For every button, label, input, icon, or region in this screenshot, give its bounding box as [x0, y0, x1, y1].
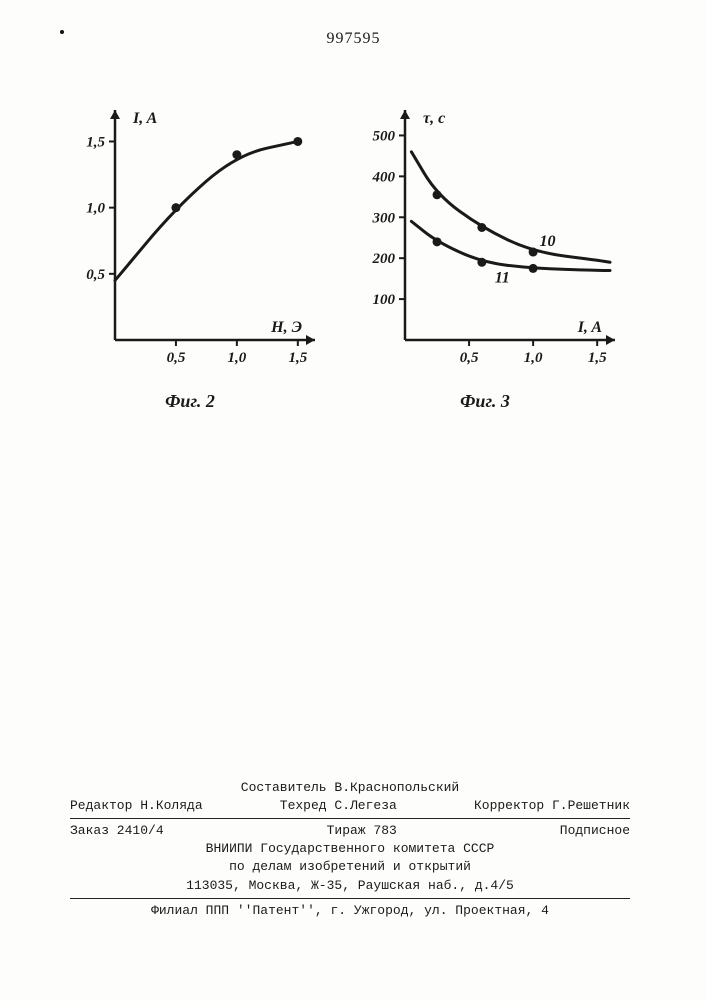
footer-org1: ВНИИПИ Государственного комитета СССР — [70, 840, 630, 858]
chart-left-wrap: 0,5 1,0 1,5 0,5 1,0 1,5 I, A H, Э Фиг. 2 — [60, 100, 320, 412]
footer-rule-1 — [70, 818, 630, 819]
svg-text:1,0: 1,0 — [228, 350, 247, 366]
footer-credits: Редактор Н.Коляда Техред С.Легеза Коррек… — [70, 797, 630, 815]
chart-right-caption: Фиг. 3 — [350, 391, 620, 412]
chart-left-caption: Фиг. 2 — [60, 391, 320, 412]
footer-rule-2 — [70, 898, 630, 899]
svg-text:0,5: 0,5 — [460, 350, 479, 366]
footer-org2: по делам изобретений и открытий — [70, 858, 630, 876]
charts-row: 0,5 1,0 1,5 0,5 1,0 1,5 I, A H, Э Фиг. 2 100 200… — [60, 100, 660, 412]
footer-order: Заказ 2410/4 — [70, 822, 164, 840]
svg-text:500: 500 — [373, 128, 396, 144]
svg-text:1,5: 1,5 — [86, 134, 105, 150]
svg-text:10: 10 — [540, 233, 556, 250]
stray-mark — [60, 30, 64, 34]
chart-right-wrap: 100 200 300 400 500 0,5 1,0 1,5 τ, c I, A 10 11 Фиг… — [350, 100, 620, 412]
footer-tirazh: Тираж 783 — [327, 822, 397, 840]
svg-text:300: 300 — [372, 210, 396, 226]
svg-text:200: 200 — [372, 251, 396, 267]
footer-techred: Техред С.Легеза — [280, 797, 397, 815]
footer-block: Составитель В.Краснопольский Редактор Н.… — [70, 779, 630, 920]
svg-text:0,5: 0,5 — [167, 350, 186, 366]
svg-text:I, A: I, A — [132, 110, 158, 127]
page-number: 997595 — [327, 30, 381, 48]
chart-left: 0,5 1,0 1,5 0,5 1,0 1,5 I, A H, Э — [60, 100, 320, 380]
svg-text:1,5: 1,5 — [588, 350, 607, 366]
footer-address: 113035, Москва, Ж-35, Раушская наб., д.4… — [70, 877, 630, 895]
svg-text:1,0: 1,0 — [86, 201, 105, 217]
svg-text:1,5: 1,5 — [288, 350, 307, 366]
svg-text:H, Э: H, Э — [270, 319, 302, 336]
svg-text:1,0: 1,0 — [524, 350, 543, 366]
footer-order-row: Заказ 2410/4 Тираж 783 Подписное — [70, 822, 630, 840]
svg-text:100: 100 — [373, 292, 396, 308]
footer-corrector: Корректор Г.Решетник — [474, 797, 630, 815]
svg-text:I, A: I, A — [577, 319, 603, 336]
footer-podpisnoe: Подписное — [560, 822, 630, 840]
svg-text:11: 11 — [495, 270, 510, 287]
footer-filial: Филиал ППП ''Патент'', г. Ужгород, ул. П… — [70, 902, 630, 920]
footer-editor: Редактор Н.Коляда — [70, 797, 203, 815]
svg-text:τ, c: τ, c — [423, 110, 445, 127]
chart-right: 100 200 300 400 500 0,5 1,0 1,5 τ, c I, A 10 11 — [350, 100, 620, 380]
footer-compiler: Составитель В.Краснопольский — [70, 779, 630, 797]
svg-text:400: 400 — [372, 169, 396, 185]
svg-text:0,5: 0,5 — [86, 267, 105, 283]
